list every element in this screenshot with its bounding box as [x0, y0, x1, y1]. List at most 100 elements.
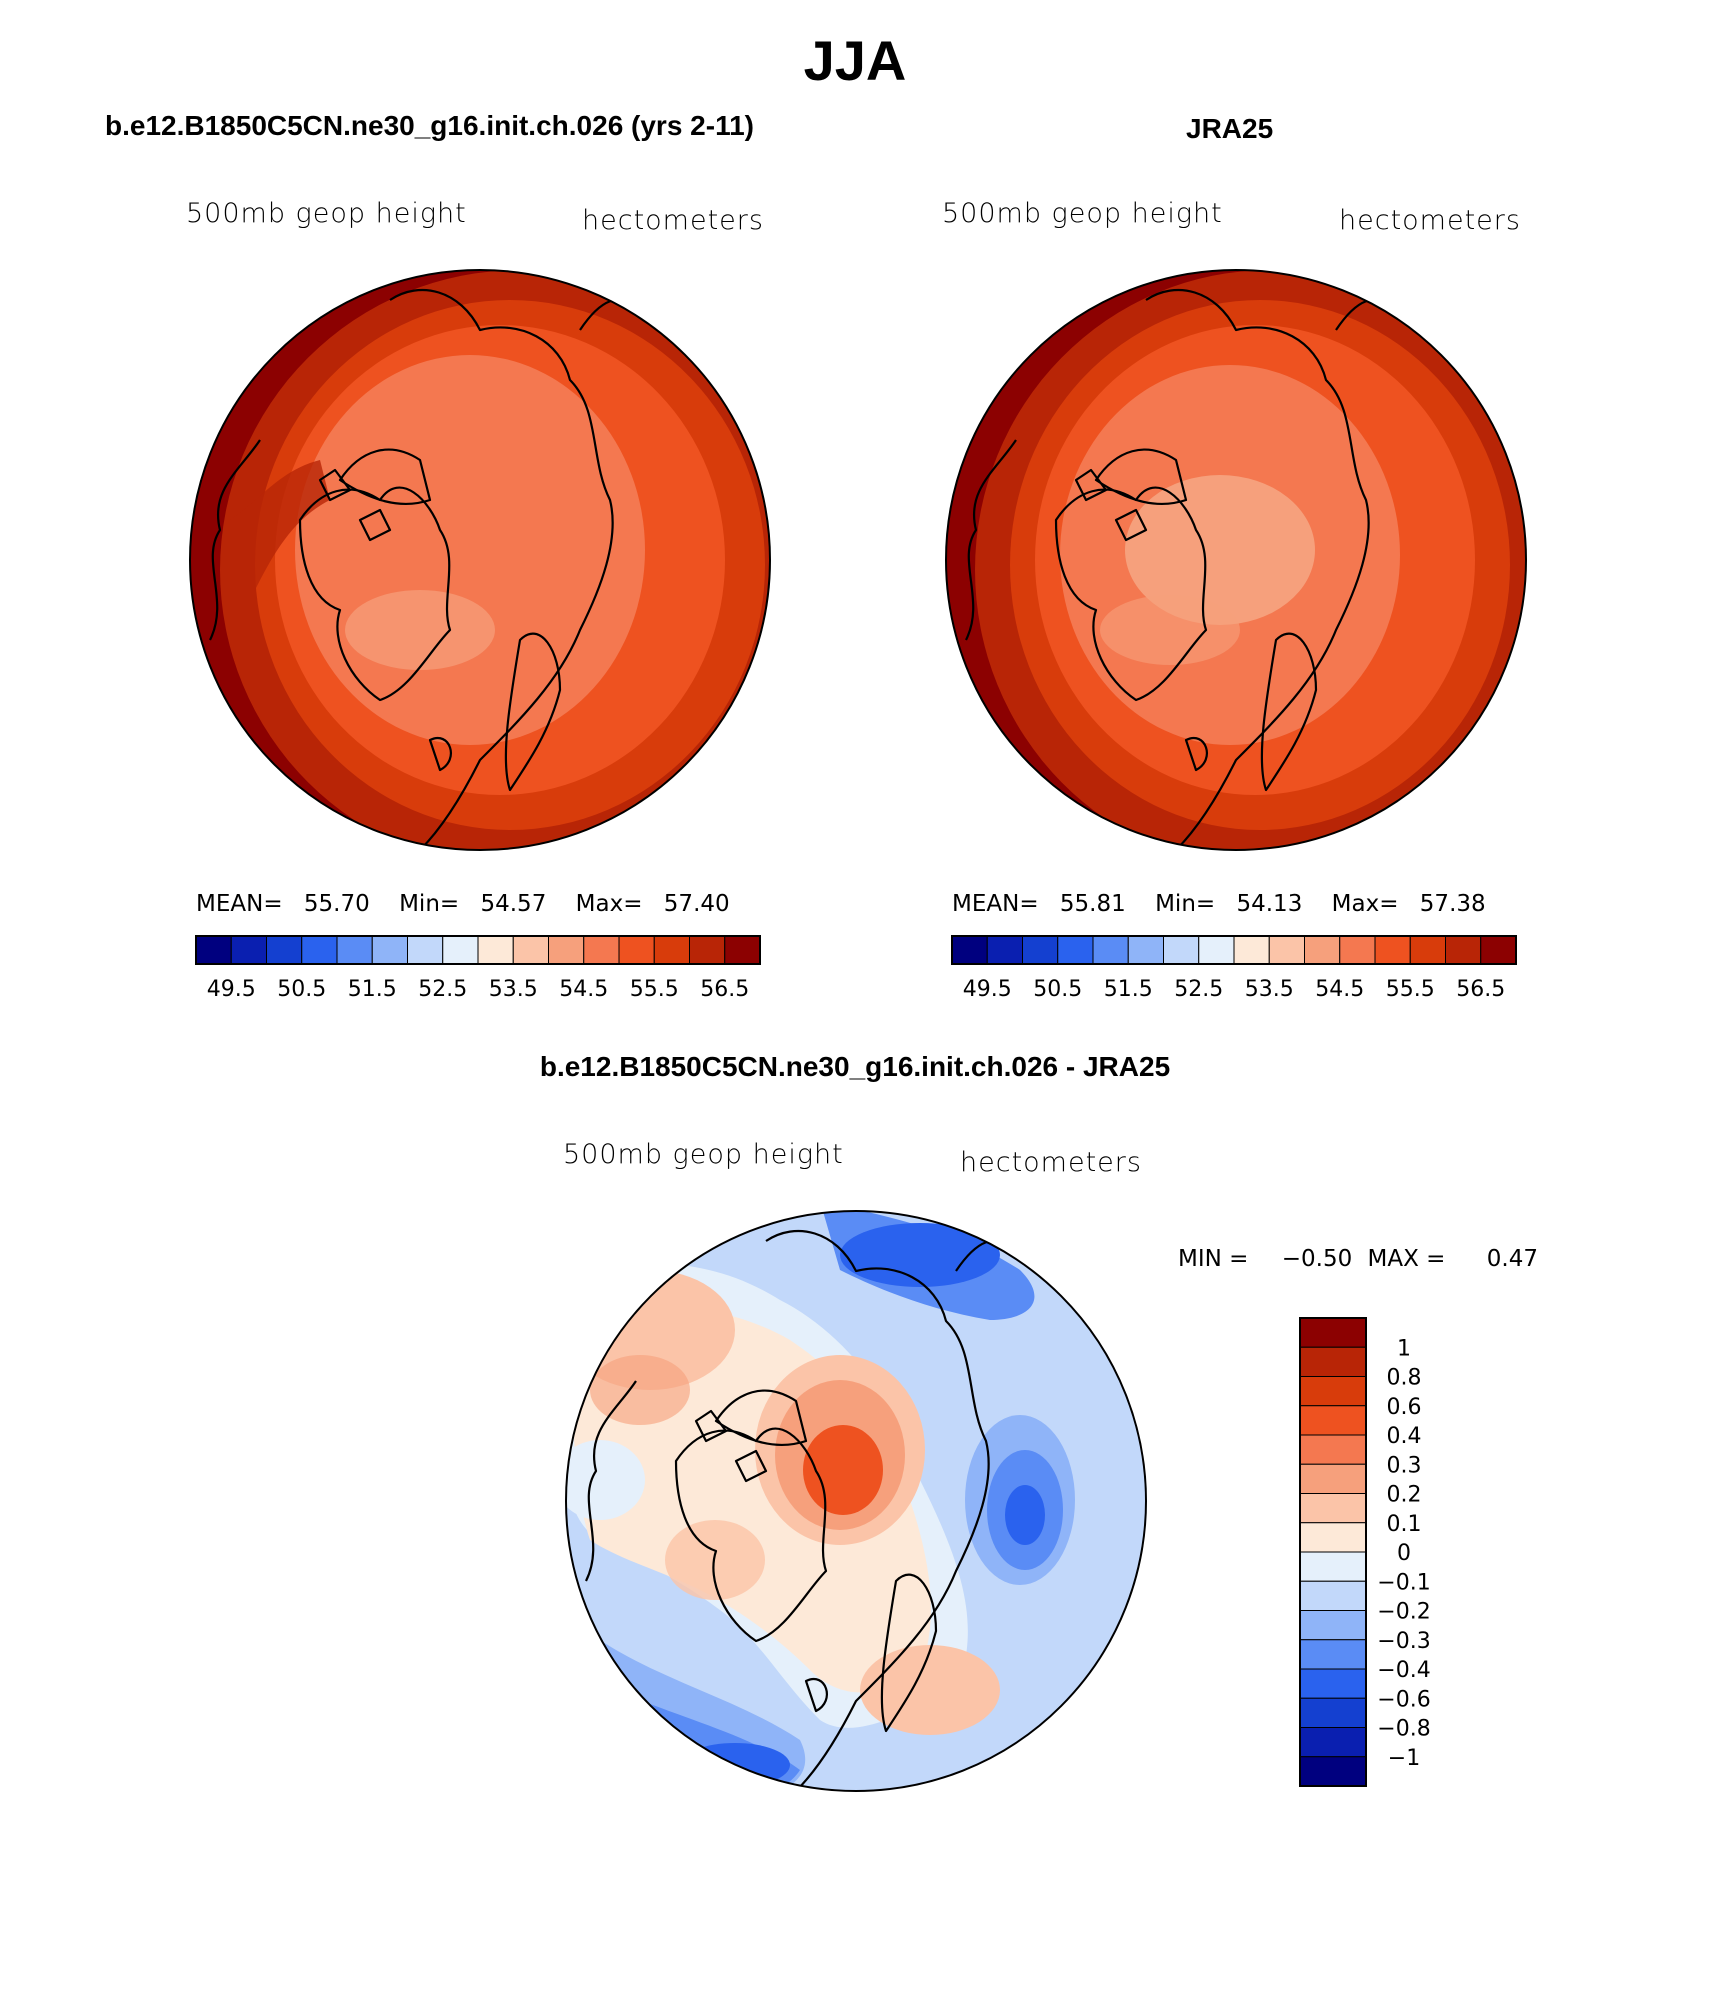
- panel-1-colorbar-swatch: [583, 935, 620, 965]
- panel-2-colorbar-swatch: [1304, 935, 1341, 965]
- panel-1-max-label: Max=: [575, 891, 643, 917]
- panel-1-colorbar: 49.5 50.5 51.5 52.5 53.5 54.5 55.5 56.5: [195, 935, 761, 1002]
- panel-2-units-label: hectometers: [1339, 205, 1521, 236]
- panel-2-colorbar-tick-label: 56.5: [1456, 977, 1505, 1002]
- panel-1-colorbar-tick-label: 52.5: [418, 977, 467, 1002]
- panel-1-title: b.e12.B1850C5CN.ne30_g16.init.ch.026 (yr…: [105, 110, 755, 141]
- panel-3-colorbar-tick-label: −0.4: [1377, 1658, 1430, 1683]
- panel-2-colorbar-swatch: [1127, 935, 1164, 965]
- panel-1-variable-label: 500mb geop height: [186, 198, 467, 229]
- panel-1-stats: MEAN= 55.70 Min= 54.57 Max= 57.40: [196, 891, 730, 917]
- panel-1-colorbar-swatch: [653, 935, 690, 965]
- panel-3-colorbar-swatch: [1299, 1697, 1367, 1728]
- panel-2-colorbar-swatch: [1339, 935, 1376, 965]
- panel-2-mean-value: 55.81: [1059, 891, 1126, 917]
- panel-3-colorbar-swatch: [1299, 1522, 1367, 1553]
- panel-3-colorbar-tick-label: −0.1: [1377, 1570, 1430, 1595]
- panel-3-colorbar-tick-label: 0: [1397, 1541, 1411, 1566]
- panel-2-colorbar-swatch: [986, 935, 1023, 965]
- panel-3-min-value: −0.50: [1281, 1246, 1353, 1272]
- panel-3-colorbar-tick-label: 0.2: [1387, 1483, 1422, 1508]
- panel-2-colorbar-swatch: [1163, 935, 1200, 965]
- panel-3-colorbar-tick-label: −0.8: [1377, 1717, 1430, 1742]
- panel-3-colorbar-tick-label: 0.4: [1387, 1424, 1422, 1449]
- panel-2-colorbar-swatch: [1480, 935, 1517, 965]
- panel-1-colorbar-swatch: [195, 935, 232, 965]
- panel-3-colorbar-tick-label: −1: [1388, 1746, 1420, 1771]
- panel-1-map: [189, 269, 771, 851]
- panel-2-max-label: Max=: [1331, 891, 1399, 917]
- panel-3-colorbar-tick-label: 1: [1397, 1336, 1411, 1361]
- panel-2-colorbar-tick-label: 50.5: [1033, 977, 1082, 1002]
- panel-1-max-value: 57.40: [663, 891, 730, 917]
- panel-1-colorbar-tick-label: 53.5: [489, 977, 538, 1002]
- panel-3-colorbar-tick-label: 0.6: [1387, 1395, 1422, 1420]
- panel-1-colorbar-swatch: [407, 935, 444, 965]
- panel-1-colorbar-swatch: [689, 935, 726, 965]
- panel-3-max-value: 0.47: [1486, 1246, 1538, 1272]
- panel-1-colorbar-swatch: [724, 935, 761, 965]
- panel-1-colorbar-swatch: [477, 935, 514, 965]
- panel-1-colorbar-swatch: [266, 935, 303, 965]
- panel-2-colorbar-tick-label: 52.5: [1174, 977, 1223, 1002]
- panel-1-min-label: Min=: [399, 891, 460, 917]
- panel-3-colorbar-swatch: [1299, 1580, 1367, 1611]
- panel-1-colorbar-swatch: [371, 935, 408, 965]
- panel-2-variable-label: 500mb geop height: [942, 198, 1223, 229]
- panel-3-colorbar-swatch: [1299, 1493, 1367, 1524]
- panel-1-colorbar-swatch: [301, 935, 338, 965]
- panel-2-colorbar-swatch: [1445, 935, 1482, 965]
- panel-3-minmax: MIN = −0.50 MAX = 0.47: [1178, 1246, 1538, 1272]
- panel-2-colorbar-tick-label: 55.5: [1386, 977, 1435, 1002]
- panel-3-min-label: MIN =: [1178, 1246, 1249, 1272]
- panel-1-colorbar-swatch: [442, 935, 479, 965]
- panel-1-min-value: 54.57: [480, 891, 547, 917]
- panel-2-colorbar-swatch: [1092, 935, 1129, 965]
- panel-3-units-label: hectometers: [960, 1147, 1142, 1178]
- panel-3-colorbar: 1 0.8 0.6 0.4 0.3 0.2 0.1 0 −0.1 −0.2 −0.3 −0.4 −0.6…: [1299, 1317, 1431, 1787]
- panel-3-colorbar-tick-label: 0.1: [1387, 1512, 1422, 1537]
- panel-3-colorbar-tick-label: −0.3: [1377, 1629, 1430, 1654]
- panel-1-colorbar-tick-label: 54.5: [559, 977, 608, 1002]
- panel-2-map: [945, 269, 1527, 851]
- panel-2-colorbar-tick-label: 51.5: [1104, 977, 1153, 1002]
- panel-3-colorbar-swatch: [1299, 1434, 1367, 1465]
- panel-1-units-label: hectometers: [582, 205, 764, 236]
- panel-2-colorbar: 49.5 50.5 51.5 52.5 53.5 54.5 55.5 56.5: [951, 935, 1517, 1002]
- panel-3-variable-label: 500mb geop height: [563, 1139, 844, 1170]
- panel-3-colorbar-swatch: [1299, 1376, 1367, 1407]
- panel-2-title: JRA25: [1186, 113, 1274, 144]
- panel-3-colorbar-tick-label: −0.2: [1377, 1600, 1430, 1625]
- panel-3-colorbar-swatch: [1299, 1346, 1367, 1377]
- panel-3-colorbar-swatch: [1299, 1317, 1367, 1348]
- panel-3-title: b.e12.B1850C5CN.ne30_g16.init.ch.026 - J…: [539, 1051, 1171, 1082]
- panel-3-colorbar-swatch: [1299, 1405, 1367, 1436]
- panel-1-colorbar-swatch: [230, 935, 267, 965]
- panel-1-colorbar-tick-label: 49.5: [207, 977, 256, 1002]
- panel-3-colorbar-swatch: [1299, 1639, 1367, 1670]
- panel-1-mean-value: 55.70: [303, 891, 370, 917]
- panel-3-map: [565, 1210, 1147, 1792]
- panel-1-colorbar-swatch: [512, 935, 549, 965]
- panel-3-colorbar-swatch: [1299, 1668, 1367, 1699]
- panel-2-min-label: Min=: [1155, 891, 1216, 917]
- panel-2-mean-label: MEAN=: [952, 891, 1039, 917]
- panel-1-colorbar-tick-label: 51.5: [348, 977, 397, 1002]
- panel-2-colorbar-swatch: [1233, 935, 1270, 965]
- panel-2-colorbar-tick-label: 54.5: [1315, 977, 1364, 1002]
- panel-2-colorbar-swatch: [1057, 935, 1094, 965]
- figure-title: JJA: [803, 29, 907, 92]
- panel-2-colorbar-swatch: [1268, 935, 1305, 965]
- panel-1-colorbar-swatch: [336, 935, 373, 965]
- panel-2-colorbar-swatch: [1409, 935, 1446, 965]
- panel-3-max-label: MAX =: [1367, 1246, 1446, 1272]
- panel-3-colorbar-tick-label: 0.8: [1387, 1366, 1422, 1391]
- panel-3-colorbar-swatch: [1299, 1551, 1367, 1582]
- panel-1-colorbar-tick-label: 55.5: [630, 977, 679, 1002]
- panel-1-colorbar-swatch: [618, 935, 655, 965]
- panel-3-colorbar-tick-label: 0.3: [1387, 1453, 1422, 1478]
- panel-2-colorbar-swatch: [1022, 935, 1059, 965]
- panel-1-colorbar-swatch: [548, 935, 585, 965]
- panel-2-min-value: 54.13: [1236, 891, 1303, 917]
